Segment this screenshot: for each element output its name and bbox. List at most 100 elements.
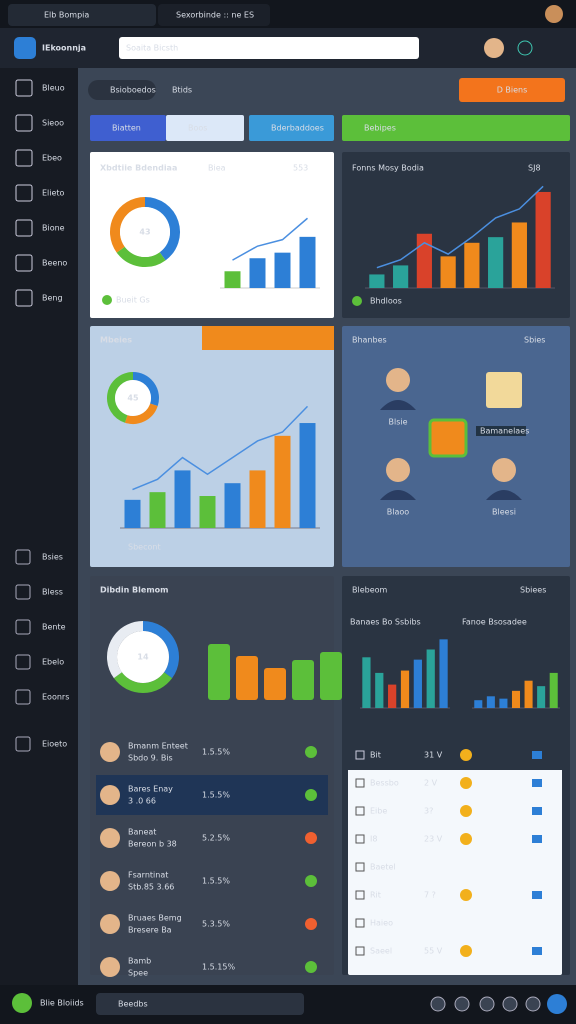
bar xyxy=(413,659,422,708)
row-status[interactable] xyxy=(305,832,317,844)
trend-line xyxy=(132,405,309,491)
tab[interactable] xyxy=(158,4,270,26)
row-name: Bmanm Enteet xyxy=(128,742,188,751)
bar xyxy=(511,222,527,288)
row-status[interactable] xyxy=(305,918,317,930)
nav-icon[interactable] xyxy=(15,654,31,670)
filter-tab[interactable] xyxy=(249,115,334,141)
checkbox[interactable] xyxy=(355,946,365,956)
row-icon[interactable] xyxy=(532,891,542,899)
bar xyxy=(249,258,266,288)
filter-label: Bderbaddoes xyxy=(271,124,324,133)
nav-item: Sieoo xyxy=(42,119,64,128)
row-coin xyxy=(460,749,472,761)
row-status[interactable] xyxy=(305,961,317,973)
nav-icon[interactable] xyxy=(15,184,33,202)
footer-icon[interactable] xyxy=(454,996,470,1012)
search-pill[interactable] xyxy=(88,80,156,100)
filter-label: Bebipes xyxy=(364,124,396,133)
checkbox[interactable] xyxy=(355,890,365,900)
tag-bg xyxy=(476,426,526,436)
footer-icon[interactable] xyxy=(430,996,446,1012)
row-avatar xyxy=(100,957,120,977)
avatar[interactable] xyxy=(12,993,32,1013)
nav-icon[interactable] xyxy=(15,219,33,237)
badge: 553 xyxy=(293,164,308,173)
bar xyxy=(486,696,495,708)
row-label: Eibe xyxy=(370,807,387,816)
coin-stack xyxy=(208,644,230,700)
row-status[interactable] xyxy=(305,789,317,801)
nav-icon[interactable] xyxy=(15,149,33,167)
bar xyxy=(299,236,316,288)
nav-item: Eioeto xyxy=(42,740,67,749)
checkbox[interactable] xyxy=(355,806,365,816)
row-name: Baneat xyxy=(128,828,156,837)
bar xyxy=(274,252,291,288)
footer-search[interactable] xyxy=(96,993,304,1015)
row-sub: Spee xyxy=(128,969,148,978)
filter-tab[interactable] xyxy=(342,115,570,141)
person-label: Blaoo xyxy=(387,508,410,517)
row-icon[interactable] xyxy=(532,807,542,815)
nav-icon[interactable] xyxy=(15,736,31,752)
filter-tab[interactable] xyxy=(166,115,244,141)
checkbox[interactable] xyxy=(355,778,365,788)
bar xyxy=(464,242,480,288)
row-avatar xyxy=(100,871,120,891)
nav-item: Elieto xyxy=(42,189,65,198)
donut-slice xyxy=(110,197,146,253)
avatar[interactable] xyxy=(545,5,563,23)
tab[interactable] xyxy=(8,4,156,26)
icon[interactable] xyxy=(517,40,533,56)
row-status[interactable] xyxy=(305,875,317,887)
card xyxy=(90,152,334,318)
checkbox[interactable] xyxy=(355,834,365,844)
nav-icon[interactable] xyxy=(15,549,31,565)
nav-item: Beng xyxy=(42,294,63,303)
table xyxy=(348,740,562,975)
footer-icon[interactable] xyxy=(525,996,541,1012)
donut-value: 45 xyxy=(127,394,139,403)
filter-tab[interactable] xyxy=(90,115,166,141)
row-icon[interactable] xyxy=(532,751,542,759)
row-value: 5.3.5% xyxy=(202,920,230,929)
checkbox[interactable] xyxy=(355,750,365,760)
card-title: Dibdin Blemom xyxy=(100,586,169,595)
nav-icon[interactable] xyxy=(15,584,31,600)
row-coin xyxy=(460,777,472,789)
nav-icon[interactable] xyxy=(15,79,33,97)
nav-icon[interactable] xyxy=(15,689,31,705)
row-icon[interactable] xyxy=(532,835,542,843)
chat-button[interactable] xyxy=(547,994,567,1014)
nav-icon[interactable] xyxy=(15,114,33,132)
coin-stack xyxy=(236,656,258,700)
chart-subtitle: Fanoe Bsosadee xyxy=(462,618,527,627)
logo-icon xyxy=(14,37,36,59)
bar xyxy=(474,700,483,708)
row-icon[interactable] xyxy=(532,947,542,955)
nav-icon[interactable] xyxy=(15,254,33,272)
donut-slice xyxy=(116,246,166,267)
sidebar xyxy=(0,68,78,985)
footer-icon[interactable] xyxy=(479,996,495,1012)
search-box[interactable] xyxy=(119,37,419,59)
row-value: 55 V xyxy=(424,947,443,956)
nav-item: Bione xyxy=(42,224,65,233)
row-value: 3? xyxy=(424,807,433,816)
avatar[interactable] xyxy=(484,38,504,58)
nav-icon[interactable] xyxy=(15,289,33,307)
footer-icon[interactable] xyxy=(502,996,518,1012)
row-sub: Bereon b 38 xyxy=(128,840,177,849)
checkbox[interactable] xyxy=(355,862,365,872)
row-status[interactable] xyxy=(305,746,317,758)
bar xyxy=(393,265,409,288)
primary-button[interactable] xyxy=(459,78,565,102)
filter-label: Biatten xyxy=(112,124,141,133)
row-icon[interactable] xyxy=(532,779,542,787)
row-name: Bares Enay xyxy=(128,785,173,794)
checkbox[interactable] xyxy=(355,918,365,928)
footer-user: Blie Bloiids xyxy=(40,999,84,1008)
coin-stack xyxy=(264,668,286,700)
nav-icon[interactable] xyxy=(15,619,31,635)
